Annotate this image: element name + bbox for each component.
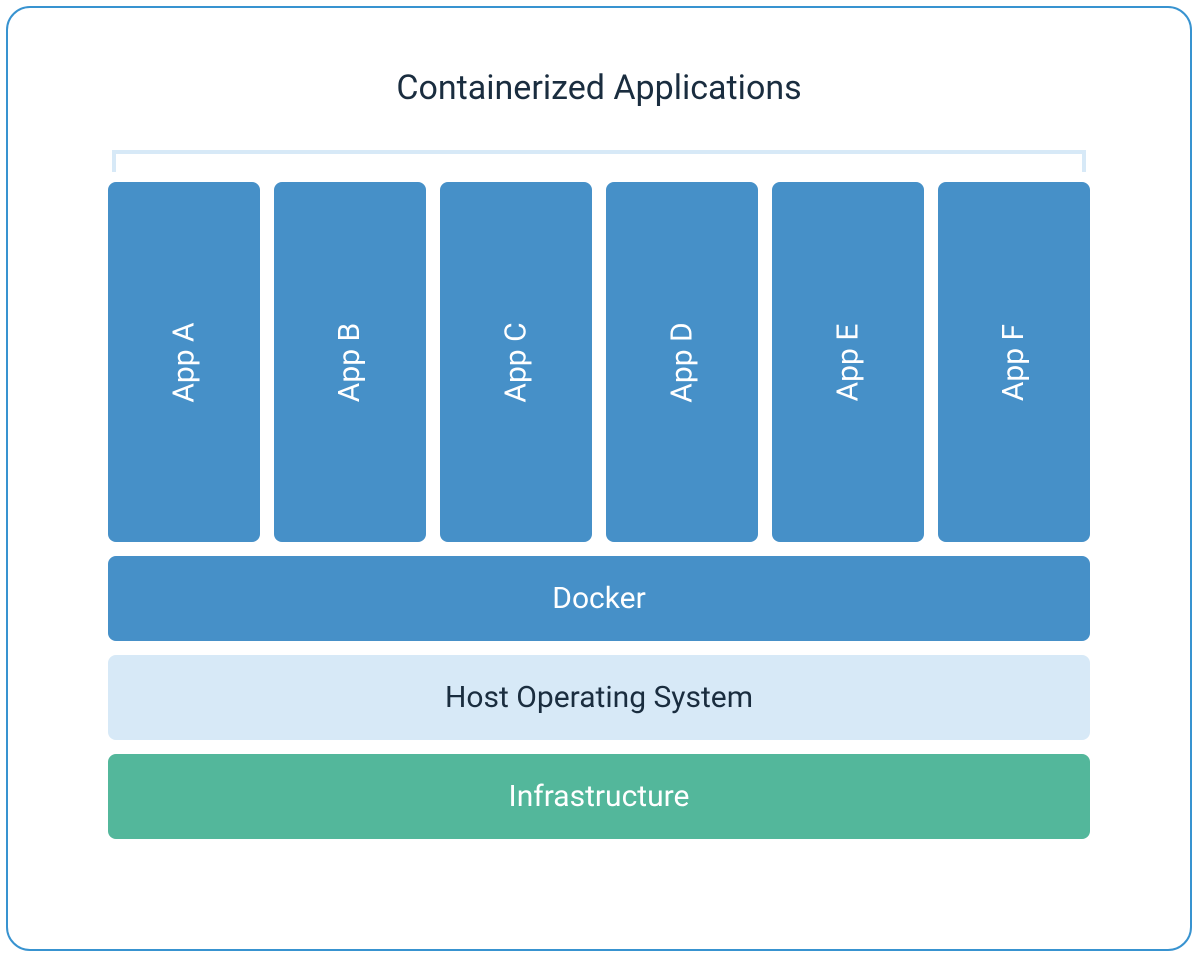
app-box: App D <box>606 182 758 542</box>
app-label: App B <box>333 322 368 401</box>
app-box: App C <box>440 182 592 542</box>
layer-label: Docker <box>552 581 646 616</box>
apps-bracket <box>112 150 1086 172</box>
app-label: App C <box>498 322 533 402</box>
apps-row: App A App B App C App D App E App F <box>108 182 1090 542</box>
diagram-frame: Containerized Applications App A App B A… <box>6 6 1192 951</box>
diagram-title: Containerized Applications <box>108 68 1090 108</box>
app-box: App B <box>274 182 426 542</box>
layer-label: Host Operating System <box>445 680 753 715</box>
app-label: App E <box>830 323 865 401</box>
app-box: App E <box>772 182 924 542</box>
app-box: App A <box>108 182 260 542</box>
app-box: App F <box>938 182 1090 542</box>
docker-layer: Docker <box>108 556 1090 641</box>
layer-label: Infrastructure <box>509 779 690 814</box>
app-label: App D <box>664 322 699 402</box>
app-label: App A <box>167 322 202 402</box>
app-label: App F <box>996 323 1031 400</box>
infrastructure-layer: Infrastructure <box>108 754 1090 839</box>
host-os-layer: Host Operating System <box>108 655 1090 740</box>
